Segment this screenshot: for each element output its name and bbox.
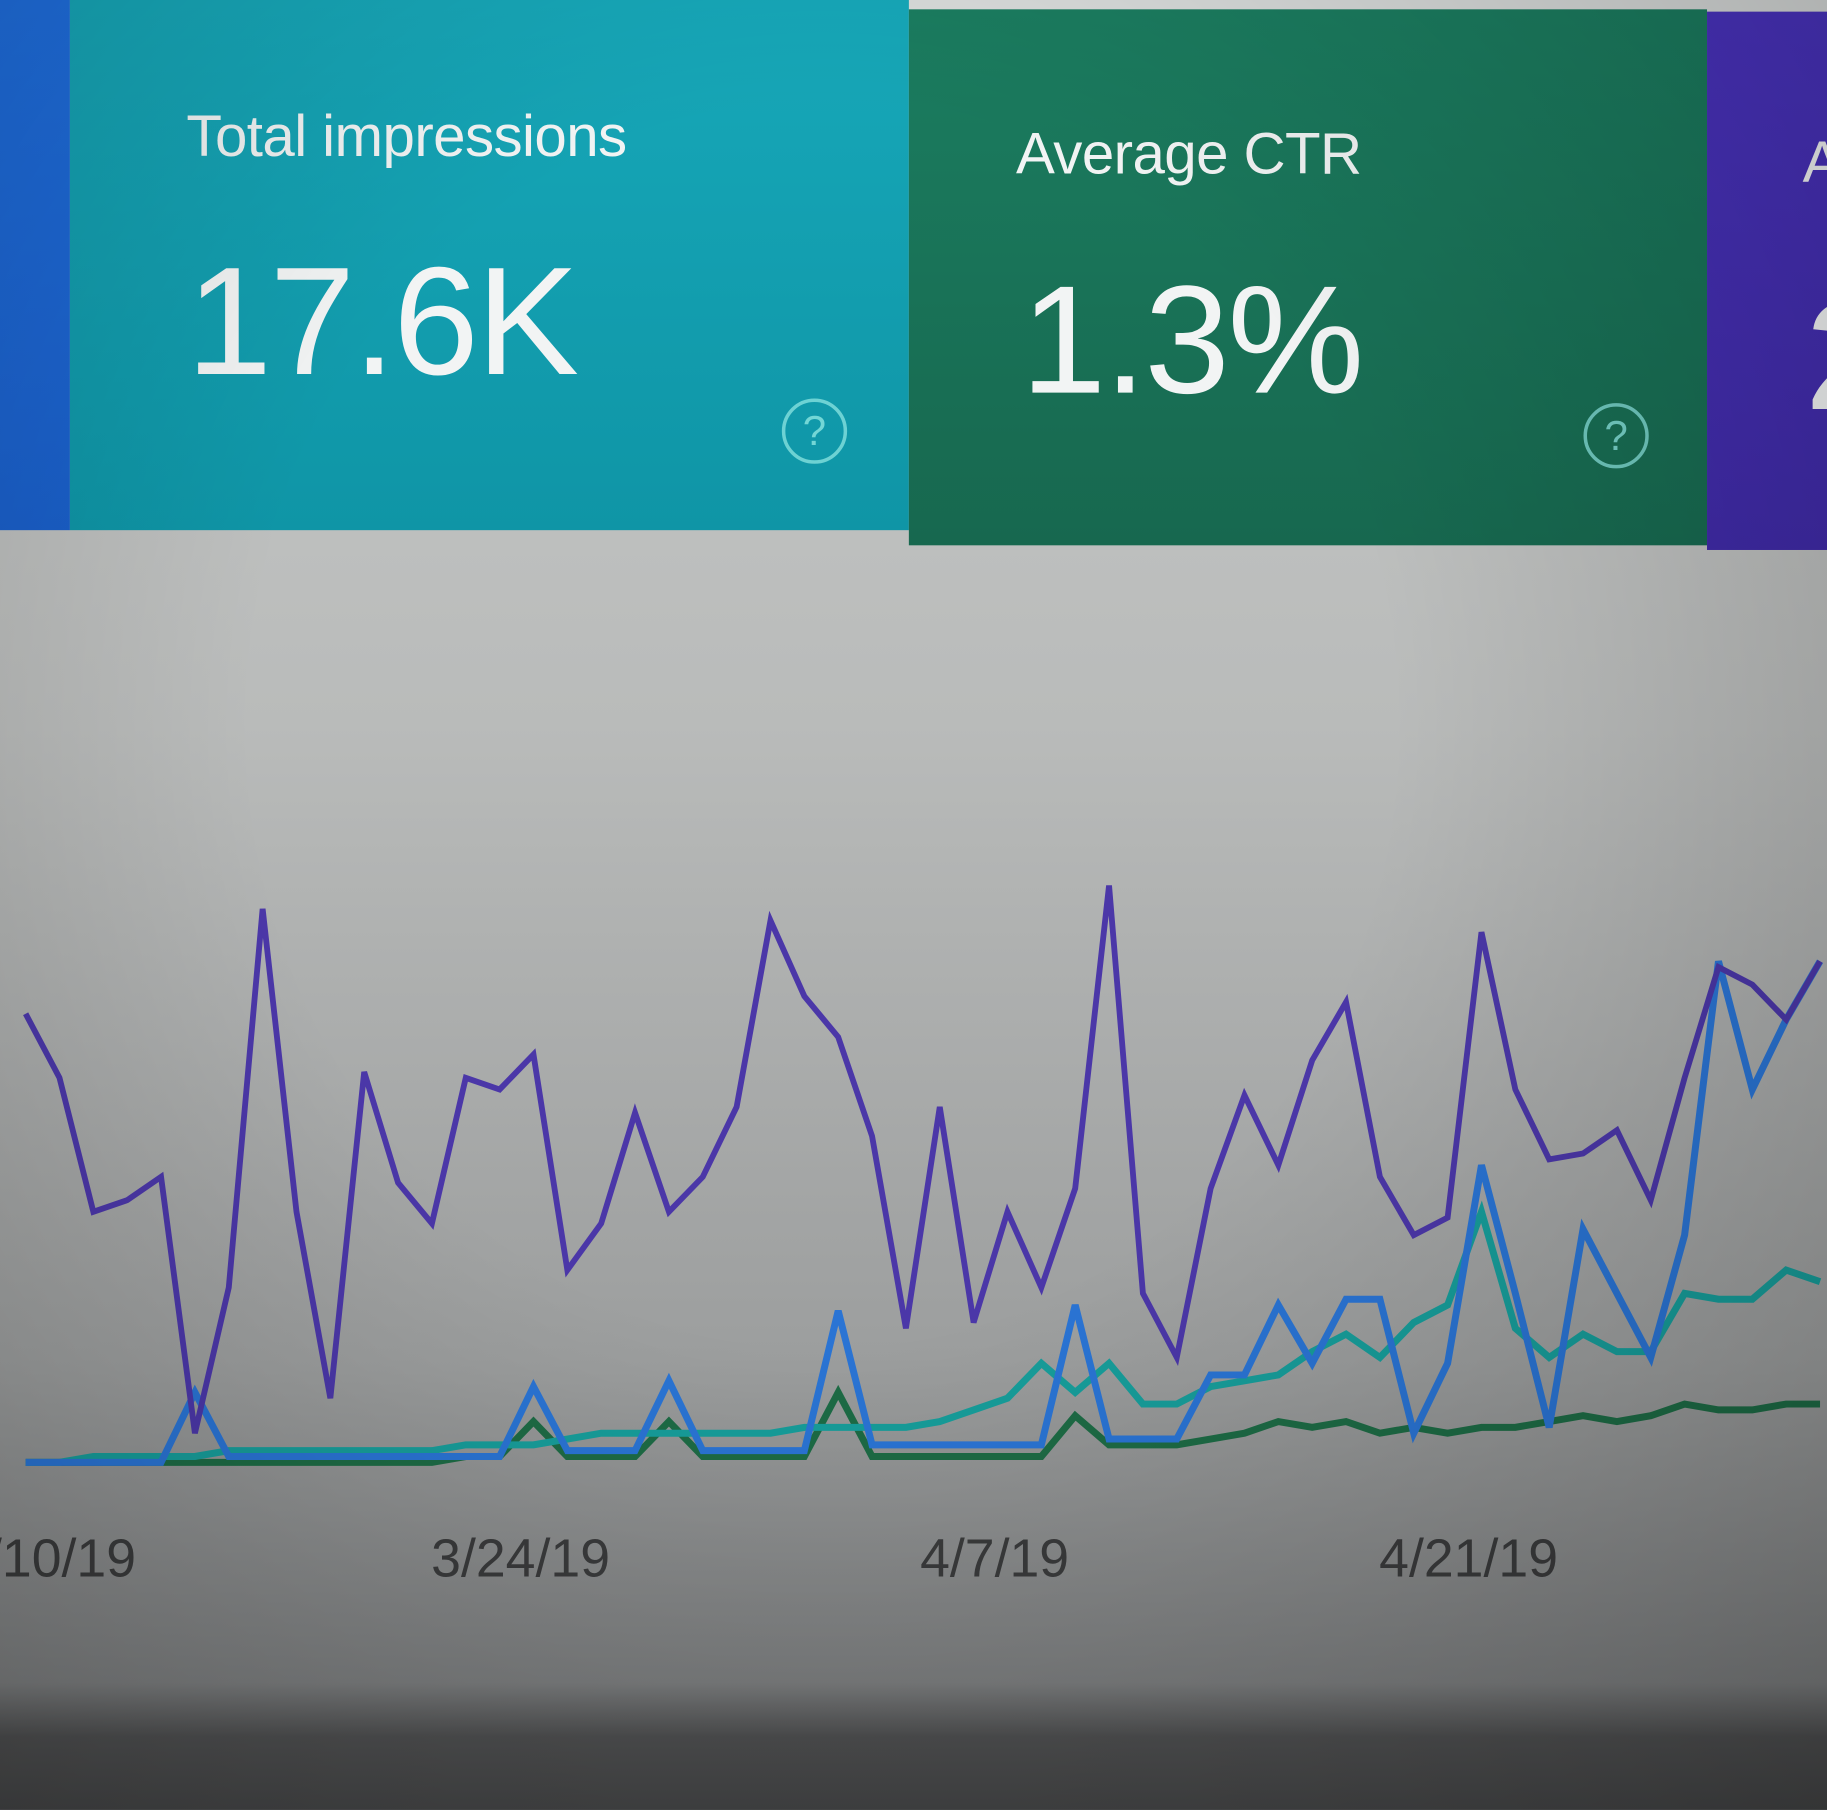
impressions-label: Total impressions xyxy=(186,103,627,169)
series-line-3 xyxy=(25,1384,1821,1466)
help-circle-icon[interactable]: ? xyxy=(781,398,848,464)
x-tick-label: 4/21/19 xyxy=(1379,1527,1559,1589)
position-value: 2 xyxy=(1805,268,1827,444)
x-tick-label: 3/10/19 xyxy=(0,1527,137,1589)
ctr-label: Average CTR xyxy=(1016,121,1362,187)
position-label: A xyxy=(1803,128,1827,196)
x-tick-label: 4/7/19 xyxy=(920,1527,1070,1589)
series-line-2 xyxy=(25,1200,1822,1466)
series-line-0 xyxy=(23,885,1823,1434)
x-tick-label: 3/24/19 xyxy=(431,1527,611,1589)
header-strip xyxy=(908,0,1827,12)
ctr-value: 1.3% xyxy=(1020,254,1365,426)
series-line-1 xyxy=(25,959,1824,1466)
impressions-value: 17.6K xyxy=(186,235,579,407)
total-impressions-card[interactable]: Total impressions 17.6K ? xyxy=(69,0,909,531)
help-circle-icon[interactable]: ? xyxy=(1583,403,1649,469)
average-ctr-card[interactable]: Average CTR 1.3% ? xyxy=(908,9,1708,546)
average-position-card[interactable]: A 2 xyxy=(1707,11,1827,550)
total-clicks-card[interactable] xyxy=(0,0,70,531)
